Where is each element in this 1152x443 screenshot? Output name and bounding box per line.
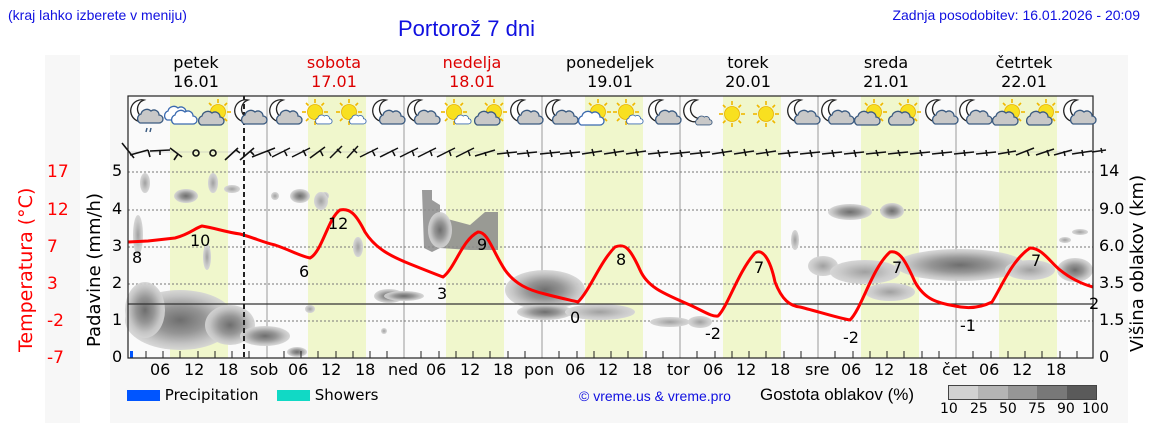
x-tick-label: 18: [770, 360, 791, 379]
showers-swatch: [277, 390, 310, 401]
cloud-height-tick: 14: [1099, 161, 1120, 180]
location-menu-hint[interactable]: (kraj lahko izberete v meniju): [8, 7, 187, 23]
x-tick-label: 12: [736, 360, 757, 379]
temp-extremum-label: 0: [570, 308, 581, 327]
legend-precipitation: Precipitation: [127, 386, 259, 404]
temp-extremum-label: 2: [1089, 294, 1100, 313]
density-tick: 25: [970, 401, 988, 417]
last-update-timestamp: Zadnja posodobitev: 16.01.2026 - 20:09: [892, 7, 1140, 23]
cloud-height-tick: 3.5: [1099, 273, 1125, 292]
x-tick-label: 12: [598, 360, 619, 379]
cloud-density-legend-title: Gostota oblakov (%): [760, 385, 915, 404]
day-header-cetrtek: četrtek 22.01: [995, 53, 1053, 91]
temp-extremum-label: 8: [132, 248, 143, 267]
x-tick-label: 12: [321, 360, 342, 379]
x-tick-label: 18: [908, 360, 929, 379]
cloud-height-tick: 1.5: [1099, 310, 1125, 329]
x-tick-label: 06: [703, 360, 724, 379]
day-header-nedelja: nedelja 18.01: [442, 53, 502, 91]
wind-barbs-row: [121, 142, 255, 161]
temp-extremum-label: 9: [477, 235, 488, 254]
temp-tick: -7: [47, 348, 64, 368]
x-tick-label: tor: [667, 360, 690, 379]
precip-tick: 4: [112, 199, 123, 218]
x-tick-label: sre: [805, 360, 830, 379]
x-tick-label: 06: [979, 360, 1000, 379]
cloud-height-tick: 6.0: [1099, 236, 1125, 255]
x-tick-label: 12: [460, 360, 481, 379]
temp-extremum-label: 7: [1031, 251, 1042, 270]
cloud-height-tick: 9.0: [1099, 199, 1125, 218]
temperature-curve: [127, 208, 1094, 322]
temp-extremum-label: -1: [960, 316, 976, 335]
x-tick-label: 18: [632, 360, 653, 379]
temp-extremum-label: -2: [843, 328, 859, 347]
temp-extremum-label: 3: [437, 284, 448, 303]
x-tick-label: 18: [1046, 360, 1067, 379]
legend-showers: Showers: [277, 386, 378, 404]
temp-tick: 3: [47, 274, 58, 294]
precip-tick: 5: [112, 161, 123, 180]
temp-tick: -2: [47, 311, 64, 331]
page-title: Portorož 7 dni: [398, 16, 535, 41]
x-tick-label: 18: [355, 360, 376, 379]
precipitation-swatch: [127, 390, 160, 401]
x-tick-label: 06: [288, 360, 309, 379]
temp-extremum-label: 12: [328, 214, 349, 233]
cloud-density-field: [125, 173, 1093, 357]
x-tick-label: 06: [426, 360, 447, 379]
x-tick-label: 12: [874, 360, 895, 379]
precip-tick: 3: [112, 236, 123, 255]
density-tick: 100: [1082, 401, 1109, 417]
temp-tick: 12: [47, 200, 69, 220]
temp-extremum-label: 7: [892, 258, 903, 277]
precip-tick: 1: [112, 310, 123, 329]
x-tick-label: ned: [388, 360, 419, 379]
x-tick-label: 12: [184, 360, 205, 379]
x-tick-label: 06: [565, 360, 586, 379]
density-tick: 90: [1057, 401, 1075, 417]
copyright-link[interactable]: © vreme.us & vreme.pro: [579, 388, 731, 404]
density-tick: 10: [940, 401, 958, 417]
density-tick: 75: [1028, 401, 1046, 417]
density-tick: 50: [999, 401, 1017, 417]
cloud-density-scale: [948, 385, 1097, 400]
day-header-sreda: sreda 21.01: [863, 53, 909, 91]
day-header-sobota: sobota 17.01: [306, 53, 362, 91]
precip-tick: 0: [112, 347, 123, 366]
x-tick-label: 06: [841, 360, 862, 379]
day-header-torek: torek 20.01: [725, 53, 771, 91]
day-header-petek: petek 16.01: [173, 53, 219, 91]
temperature-axis-panel: [45, 55, 80, 423]
temp-extremum-label: 6: [299, 262, 310, 281]
temp-extremum-label: 8: [616, 250, 627, 269]
x-tick-label: 06: [150, 360, 171, 379]
temp-tick: 7: [47, 237, 58, 257]
precip-tick: 2: [112, 273, 123, 292]
x-tick-label: 18: [218, 360, 239, 379]
x-tick-label: 12: [1012, 360, 1033, 379]
x-tick-label: čet: [942, 360, 967, 379]
precipitation-bar: [130, 351, 133, 358]
x-tick-label: 18: [493, 360, 514, 379]
temp-extremum-label: 10: [190, 231, 211, 250]
weather-icons-row: [130, 98, 1097, 133]
temp-extremum-label: 7: [754, 258, 765, 277]
x-tick-label: pon: [524, 360, 555, 379]
temp-extremum-label: -2: [705, 324, 721, 343]
temp-tick: 17: [47, 162, 69, 182]
day-header-ponedeljek: ponedeljek 19.01: [566, 53, 654, 91]
cloud-height-tick: 0: [1099, 347, 1110, 366]
x-tick-label: sob: [250, 360, 279, 379]
